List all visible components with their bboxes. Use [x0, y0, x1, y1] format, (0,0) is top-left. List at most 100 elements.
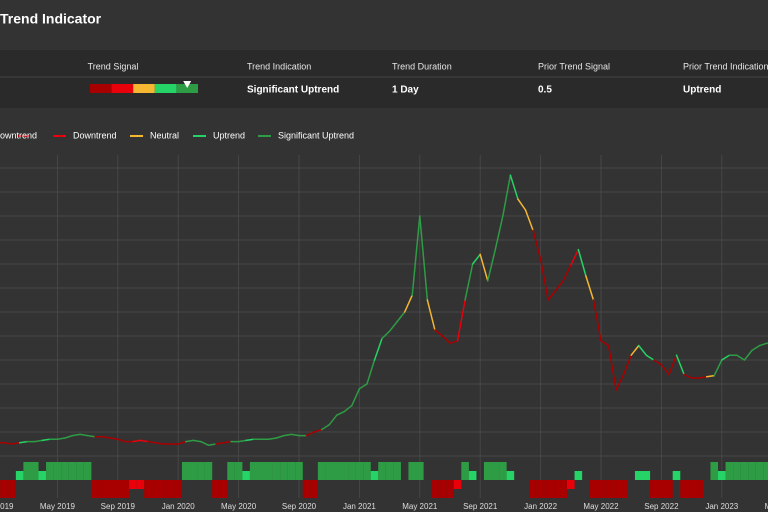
signal-bar [363, 462, 371, 480]
price-segment [71, 433, 81, 437]
column-header: Trend Signal [88, 61, 139, 71]
gauge-segment [111, 84, 134, 93]
summary-panel [0, 50, 768, 108]
price-segment [607, 344, 617, 391]
x-tick-label: Sep 2022 [644, 502, 679, 511]
x-tick-label: Sep 2021 [463, 502, 498, 511]
signal-bar [30, 462, 39, 480]
price-segment [328, 414, 338, 426]
price-segment [373, 337, 383, 361]
signal-bar [604, 480, 613, 498]
signal-bar [265, 462, 273, 480]
price-segment [283, 433, 293, 437]
signal-bar [657, 480, 666, 498]
price-segment [200, 440, 210, 446]
signal-bar [642, 471, 651, 480]
column-header: Trend Duration [392, 61, 452, 71]
signal-bar [83, 462, 92, 480]
price-segment [721, 354, 731, 361]
price-segment [222, 440, 232, 444]
signal-bar [181, 462, 190, 480]
price-segment [539, 258, 549, 301]
price-segment [343, 404, 353, 413]
gauge-segment [176, 84, 198, 93]
legend-label: Significant Uptrend [278, 130, 354, 140]
signal-bar [136, 480, 145, 489]
price-segment [660, 364, 670, 376]
signal-bar [144, 480, 152, 498]
trend-duration: 1 Day [392, 85, 419, 96]
signal-bar [257, 462, 266, 480]
column-header: Prior Trend Indication [683, 61, 768, 71]
x-tick-label: May 2023 [765, 502, 768, 511]
signal-bar [317, 462, 326, 480]
signal-bar [438, 480, 447, 498]
signal-bar [718, 471, 726, 480]
x-tick-label: Jan 2023 [705, 502, 738, 511]
signal-bar [755, 462, 764, 480]
signal-bar [680, 480, 688, 498]
price-segment [630, 344, 640, 356]
price-segment [585, 275, 595, 301]
price-segment [18, 440, 28, 444]
price-segment [290, 433, 300, 437]
signal-bar [0, 480, 1, 498]
price-segment [456, 299, 466, 342]
signal-bar [287, 462, 296, 480]
price-segment [275, 434, 285, 439]
price-segment [524, 209, 534, 232]
signal-gauge [90, 81, 198, 93]
signal-bar [159, 480, 167, 498]
x-tick-label: May 2022 [583, 502, 619, 511]
price-segment [403, 294, 413, 313]
price-segment [638, 344, 648, 356]
price-segment [109, 437, 119, 440]
signal-bar [249, 462, 258, 480]
price-segment [64, 434, 74, 439]
signal-bar [597, 480, 605, 498]
price-segment [705, 374, 715, 378]
price-segment [653, 359, 663, 366]
price-segment [471, 253, 481, 265]
signal-bar [340, 462, 349, 480]
signal-bar [242, 471, 250, 480]
signal-bar [46, 462, 54, 480]
price-segment [192, 439, 202, 443]
price-segment [132, 439, 142, 443]
price-segment [207, 443, 217, 446]
price-segment [698, 376, 708, 379]
signal-bar [151, 480, 160, 498]
price-segment [411, 215, 421, 296]
signal-bar [310, 480, 318, 498]
legend-label: Uptrend [213, 130, 245, 140]
signal-bar [174, 480, 182, 498]
signal-bar [98, 480, 107, 498]
price-segment [351, 388, 361, 407]
signal-bar [219, 480, 228, 498]
gauge-segment [154, 84, 177, 93]
signal-bar [204, 462, 213, 480]
legend-label: Neutral [150, 130, 179, 140]
price-segment [683, 373, 693, 379]
price-segment [381, 330, 391, 340]
signal-bar [461, 462, 469, 480]
price-segment [736, 354, 746, 361]
price-segment [577, 248, 587, 277]
signal-bar [121, 480, 130, 498]
price-segment [3, 442, 13, 445]
signal-bar [559, 480, 568, 498]
legend: Significant Downtrend Downtrend Neutral Upt… [0, 130, 354, 140]
gauge-pointer [183, 81, 192, 88]
signal-bar [725, 462, 734, 480]
price-segment [645, 354, 655, 361]
signal-bar [0, 480, 9, 498]
x-tick-label: Jan 2020 [162, 502, 195, 511]
price-segment [313, 428, 323, 433]
signal-bar [76, 462, 84, 480]
price-segment [502, 174, 512, 217]
price-segment [154, 442, 164, 445]
signal-bar [499, 462, 507, 480]
signal-bar [619, 480, 628, 498]
